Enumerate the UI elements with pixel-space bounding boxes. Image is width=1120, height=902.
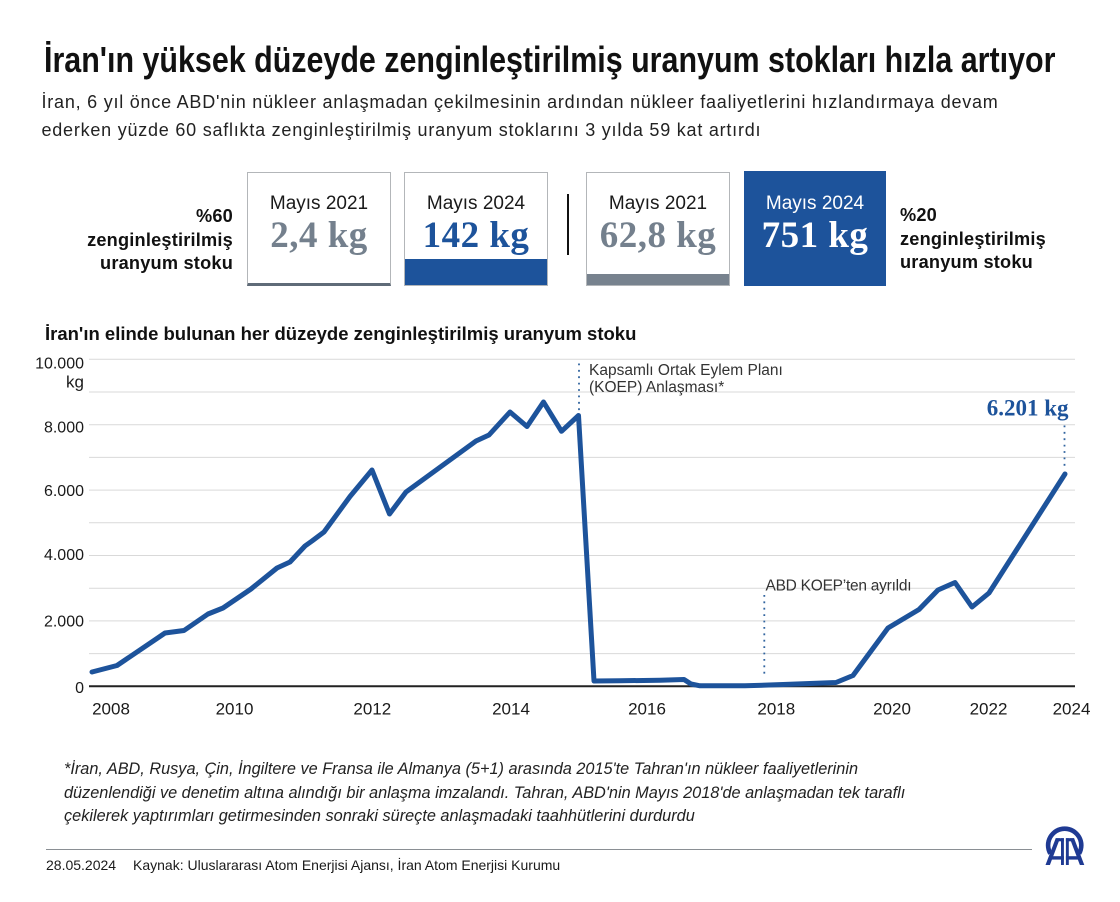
svg-text:Kapsamlı Ortak Eylem Planı: Kapsamlı Ortak Eylem Planı	[589, 362, 783, 379]
svg-text:8.000: 8.000	[44, 420, 84, 437]
svg-text:2016: 2016	[628, 700, 666, 719]
svg-text:4.000: 4.000	[44, 547, 84, 564]
svg-text:(KOEP) Anlaşması*: (KOEP) Anlaşması*	[589, 379, 724, 396]
svg-text:10.000: 10.000	[35, 356, 84, 373]
svg-text:2010: 2010	[216, 700, 254, 719]
svg-text:2018: 2018	[757, 700, 795, 719]
svg-text:2012: 2012	[353, 700, 391, 719]
svg-text:kg: kg	[66, 373, 84, 392]
svg-text:2022: 2022	[970, 700, 1008, 719]
svg-text:2008: 2008	[92, 700, 130, 719]
svg-text:2020: 2020	[873, 700, 911, 719]
svg-text:ABD KOEP’ten ayrıldı: ABD KOEP’ten ayrıldı	[766, 578, 912, 595]
svg-text:2.000: 2.000	[44, 613, 84, 630]
svg-text:6.000: 6.000	[44, 483, 84, 500]
svg-text:2014: 2014	[492, 700, 530, 719]
svg-text:2024: 2024	[1053, 700, 1091, 719]
svg-text:0: 0	[75, 680, 84, 697]
svg-text:6.201 kg: 6.201 kg	[987, 396, 1069, 421]
